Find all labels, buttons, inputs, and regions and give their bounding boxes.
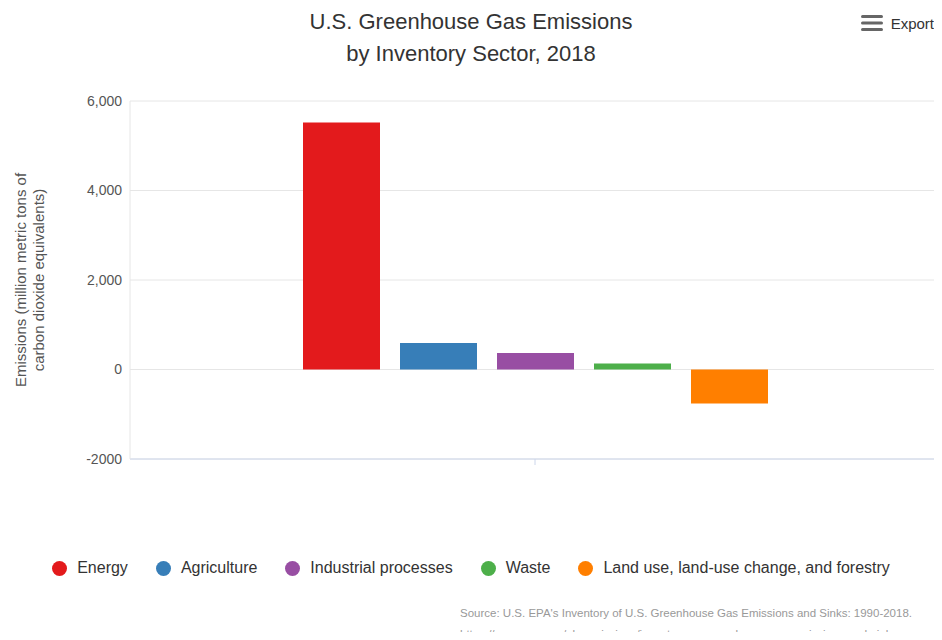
html-text:Energy: Energy	[77, 559, 128, 576]
html-text:Land use, land-use change, and: Land use, land-use change, and forestry	[603, 559, 890, 576]
html-text:Waste: Waste	[505, 559, 551, 576]
html-text:Source: U.S. EPA's Inventory o: Source: U.S. EPA's Inventory of U.S. Gre…	[460, 607, 912, 619]
html-text:carbon dioxide equivalents): carbon dioxide equivalents)	[30, 188, 47, 372]
html-text:https://www.epa.gov/ghgemissio: https://www.epa.gov/ghgemissions/invento…	[460, 628, 898, 640]
html-text:Industrial processes: Industrial processes	[310, 559, 453, 576]
svg-text:0: 0	[114, 361, 122, 377]
svg-text:6,000: 6,000	[87, 93, 122, 109]
svg-text:2,000: 2,000	[87, 272, 122, 288]
html-text:by Inventory Sector, 2018: by Inventory Sector, 2018	[346, 41, 596, 66]
html-text:Emissions (million metric tons: Emissions (million metric tons of	[12, 172, 29, 388]
html-text:Agriculture: Agriculture	[180, 559, 258, 576]
html-text:U.S. Greenhouse Gas Emissions: U.S. Greenhouse Gas Emissions	[309, 9, 633, 34]
svg-text:-2000: -2000	[86, 451, 122, 467]
html-text:Export: Export	[890, 14, 934, 32]
svg-text:4,000: 4,000	[87, 182, 122, 198]
